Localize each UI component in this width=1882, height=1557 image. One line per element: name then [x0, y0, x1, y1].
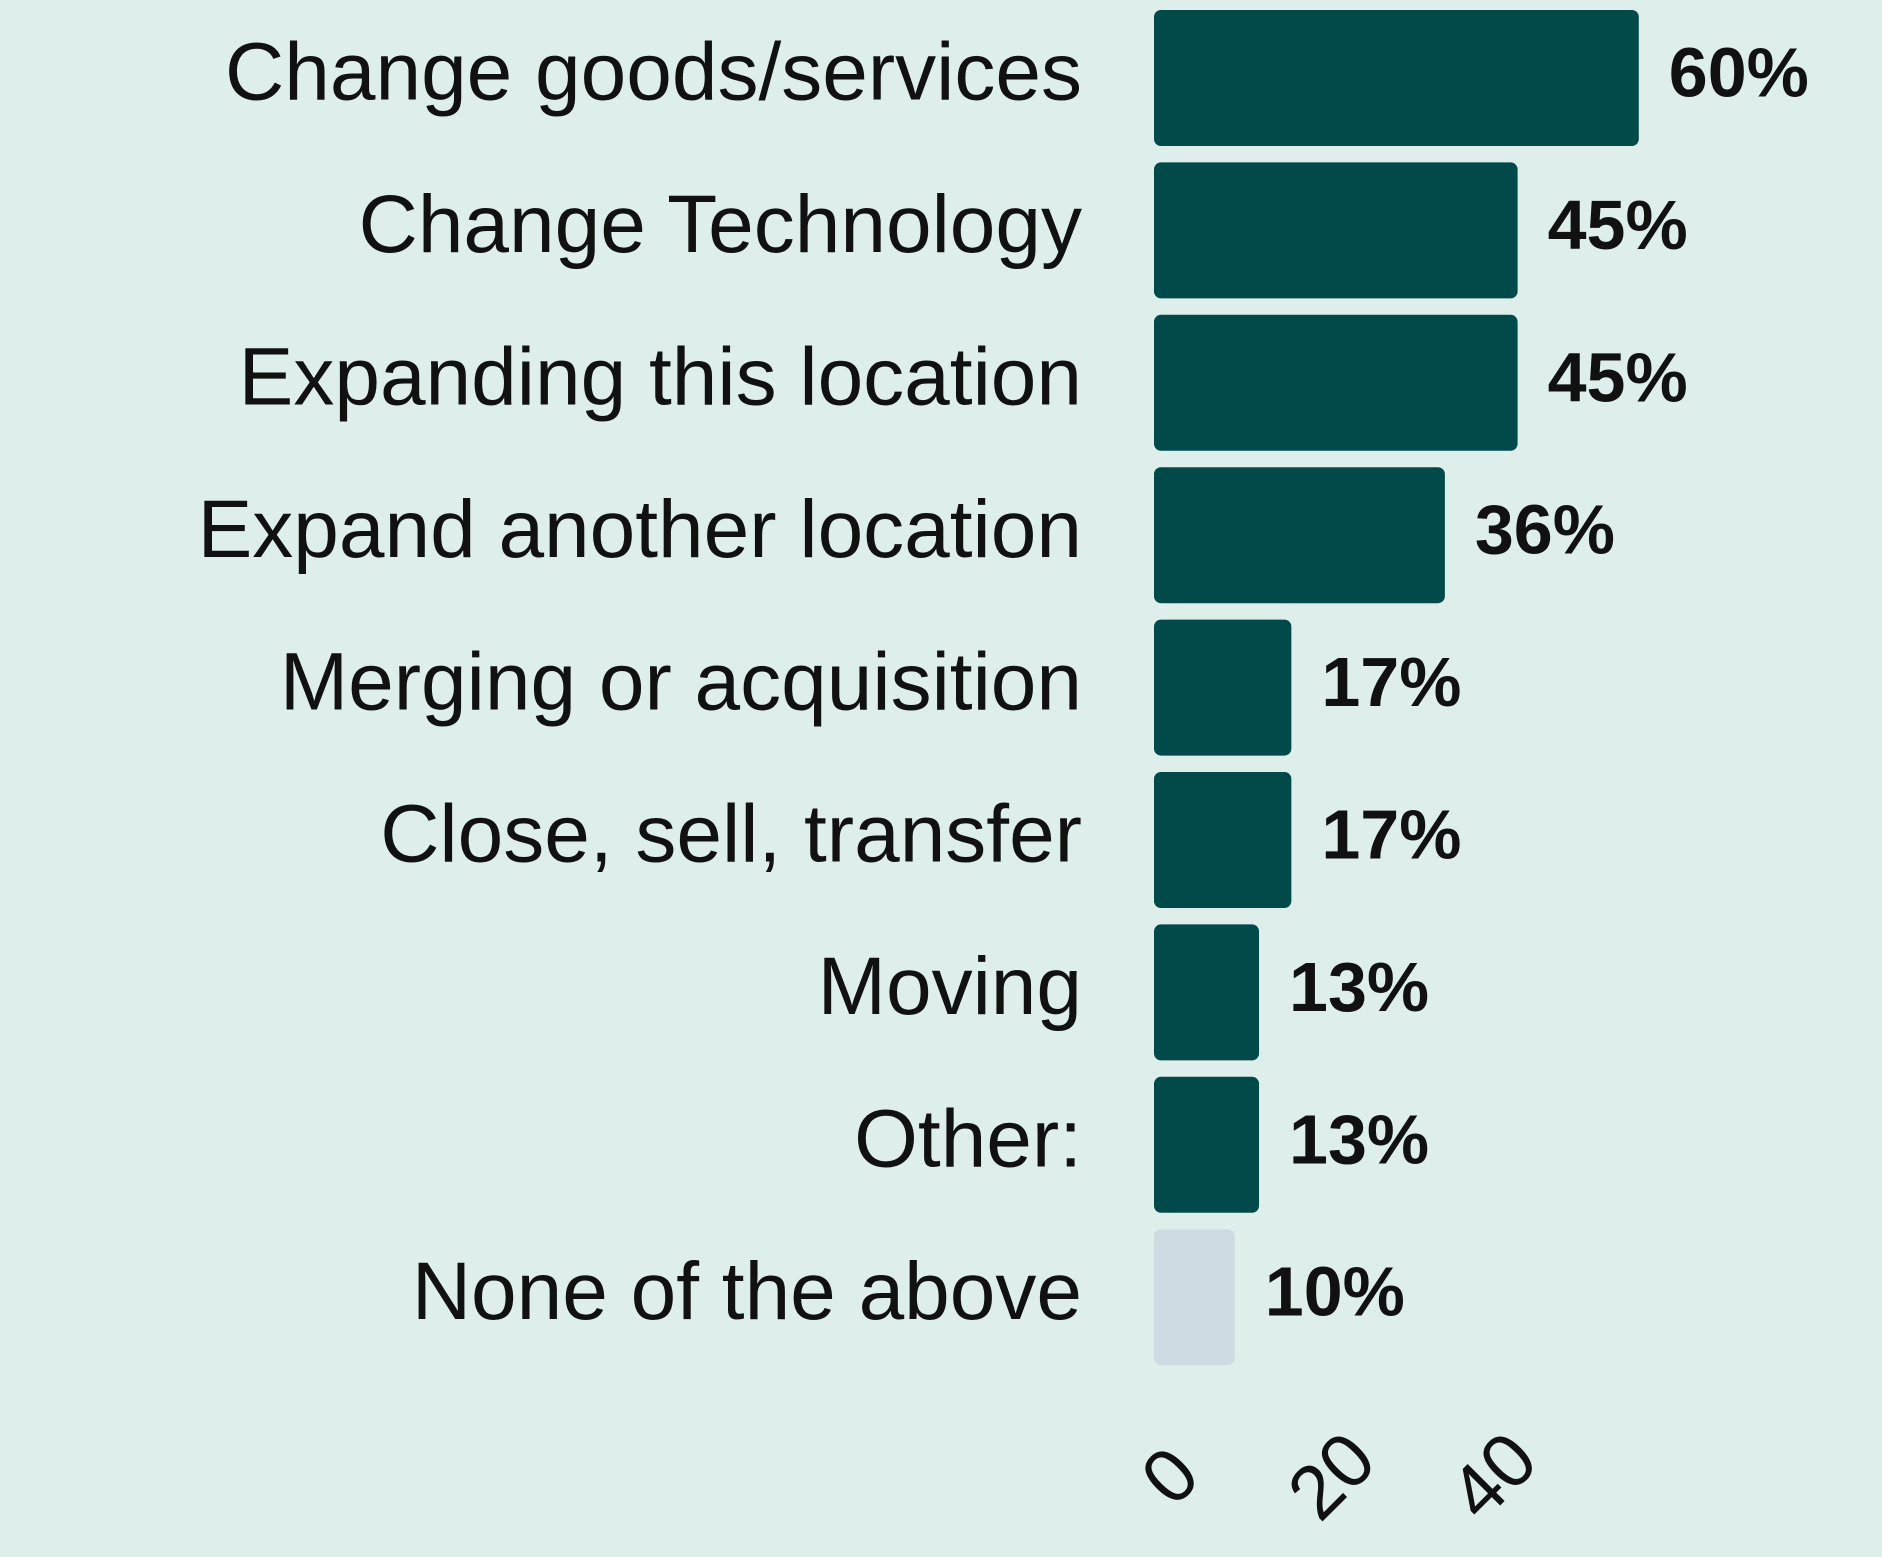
y-tick-label: None of the above — [412, 1246, 1082, 1337]
value-label: 10% — [1265, 1253, 1405, 1331]
value-label: 13% — [1289, 948, 1429, 1026]
value-label: 60% — [1669, 33, 1809, 111]
y-tick-label: Other: — [854, 1093, 1082, 1184]
value-label: 45% — [1548, 338, 1688, 416]
bar — [1154, 1229, 1235, 1366]
bar — [1154, 314, 1518, 451]
y-tick-label: Change goods/services — [225, 27, 1082, 118]
y-tick-label: Moving — [818, 941, 1082, 1032]
bar — [1154, 467, 1445, 604]
y-tick-label: Expanding this location — [239, 331, 1082, 422]
value-label: 45% — [1548, 186, 1688, 264]
value-label: 17% — [1321, 643, 1461, 721]
bar — [1154, 772, 1292, 908]
bar — [1154, 924, 1260, 1061]
y-tick-label: Close, sell, transfer — [380, 789, 1082, 880]
bar — [1154, 1076, 1260, 1213]
y-tick-label: Change Technology — [359, 179, 1082, 270]
value-label: 13% — [1289, 1100, 1429, 1178]
y-tick-label: Merging or acquisition — [280, 636, 1082, 727]
bar — [1154, 619, 1292, 756]
bar — [1154, 10, 1639, 146]
y-tick-label: Expand another location — [198, 484, 1082, 575]
bar — [1154, 162, 1518, 299]
value-label: 36% — [1475, 491, 1615, 569]
value-label: 17% — [1321, 795, 1461, 873]
